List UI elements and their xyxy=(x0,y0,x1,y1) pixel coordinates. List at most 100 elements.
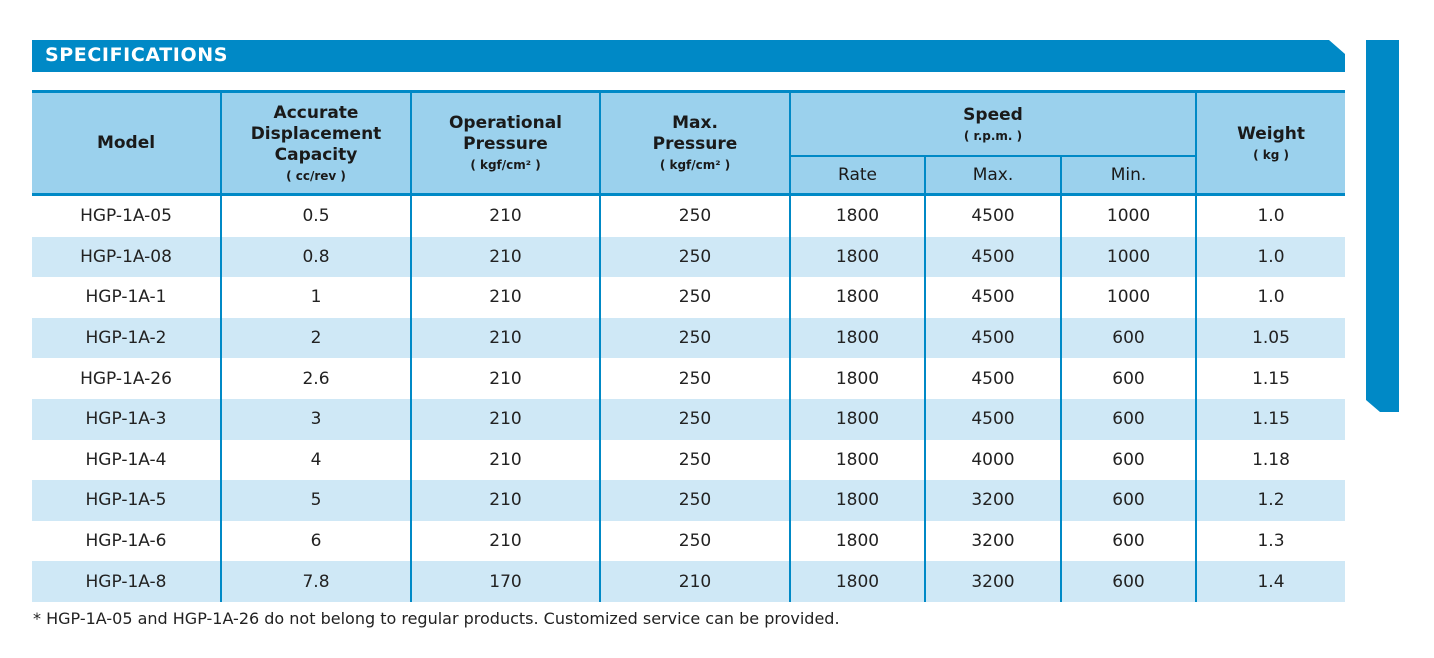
cell-speed-rate: 1800 xyxy=(789,561,925,602)
cell-capacity: 4 xyxy=(220,439,411,481)
header-max-pressure: Max. Pressure ( kgf/cm² ) xyxy=(599,90,791,195)
header-capacity: Accurate Displacement Capacity ( cc/rev … xyxy=(220,90,412,195)
header-weight: Weight ( kg ) xyxy=(1195,90,1346,195)
cell-model: HGP-1A-08 xyxy=(32,236,221,278)
cell-speed-min: 600 xyxy=(1059,520,1197,562)
table-row: HGP-1A-5 5 210 250 1800 3200 600 1.2 xyxy=(32,480,1346,521)
cell-max-pressure: 250 xyxy=(599,358,790,399)
header-speed: Speed ( r.p.m. ) xyxy=(788,90,1198,156)
section-banner: SPECIFICATIONS xyxy=(32,40,1345,72)
cell-capacity: 7.8 xyxy=(220,561,411,602)
cell-capacity: 6 xyxy=(220,520,411,562)
table-body: HGP-1A-05 0.5 210 250 1800 4500 1000 1.0 HGP-1A-… xyxy=(32,194,1346,602)
cell-max-pressure: 250 xyxy=(599,317,790,359)
cell-model: HGP-1A-2 xyxy=(32,317,221,359)
cell-operational-pressure: 170 xyxy=(410,561,600,602)
cell-speed-rate: 1800 xyxy=(789,439,925,481)
cell-speed-max: 4500 xyxy=(924,194,1061,237)
cell-capacity: 3 xyxy=(220,398,411,440)
cell-weight: 1.15 xyxy=(1195,398,1346,440)
header-operational-pressure: Operational Pressure ( kgf/cm² ) xyxy=(410,90,601,195)
cell-speed-rate: 1800 xyxy=(789,277,925,318)
cell-weight: 1.18 xyxy=(1195,439,1346,481)
cell-operational-pressure: 210 xyxy=(410,236,600,278)
cell-speed-rate: 1800 xyxy=(789,480,925,521)
cell-speed-min: 1000 xyxy=(1059,236,1197,278)
cell-operational-pressure: 210 xyxy=(410,398,600,440)
cell-model: HGP-1A-05 xyxy=(32,194,221,237)
header-speed-rate: Rate xyxy=(790,155,926,195)
cell-weight: 1.15 xyxy=(1195,358,1346,399)
cell-speed-rate: 1800 xyxy=(789,520,925,562)
cell-max-pressure: 250 xyxy=(599,439,790,481)
cell-speed-max: 4500 xyxy=(924,398,1061,440)
section-title: SPECIFICATIONS xyxy=(45,44,228,66)
cell-capacity: 2 xyxy=(220,317,411,359)
cell-model: HGP-1A-6 xyxy=(32,520,221,562)
table-row: HGP-1A-3 3 210 250 1800 4500 600 1.15 xyxy=(32,398,1346,440)
cell-weight: 1.0 xyxy=(1195,236,1346,278)
cell-speed-max: 3200 xyxy=(924,561,1061,602)
table-row: HGP-1A-2 2 210 250 1800 4500 600 1.05 xyxy=(32,317,1346,359)
cell-speed-min: 600 xyxy=(1059,358,1197,399)
cell-model: HGP-1A-8 xyxy=(32,561,221,602)
cell-capacity: 2.6 xyxy=(220,358,411,399)
cell-max-pressure: 250 xyxy=(599,398,790,440)
cell-model: HGP-1A-3 xyxy=(32,398,221,440)
cell-speed-min: 600 xyxy=(1059,398,1197,440)
cell-model: HGP-1A-5 xyxy=(32,480,221,521)
cell-speed-max: 3200 xyxy=(924,480,1061,521)
cell-max-pressure: 250 xyxy=(599,520,790,562)
cell-max-pressure: 250 xyxy=(599,194,790,237)
cell-model: HGP-1A-1 xyxy=(32,277,221,318)
table-header: Model Accurate Displacement Capacity ( c… xyxy=(32,90,1346,195)
cell-capacity: 0.5 xyxy=(220,194,411,237)
cell-speed-max: 3200 xyxy=(924,520,1061,562)
cell-speed-max: 4000 xyxy=(924,439,1061,481)
table-row: HGP-1A-4 4 210 250 1800 4000 600 1.18 xyxy=(32,439,1346,481)
table-row: HGP-1A-26 2.6 210 250 1800 4500 600 1.15 xyxy=(32,358,1346,399)
cell-operational-pressure: 210 xyxy=(410,317,600,359)
table-row: HGP-1A-8 7.8 170 210 1800 3200 600 1.4 xyxy=(32,561,1346,602)
cell-speed-max: 4500 xyxy=(924,236,1061,278)
table-row: HGP-1A-6 6 210 250 1800 3200 600 1.3 xyxy=(32,520,1346,562)
cell-speed-min: 600 xyxy=(1059,439,1197,481)
cell-weight: 1.0 xyxy=(1195,277,1346,318)
cell-speed-rate: 1800 xyxy=(789,358,925,399)
cell-capacity: 5 xyxy=(220,480,411,521)
cell-operational-pressure: 210 xyxy=(410,439,600,481)
cell-operational-pressure: 210 xyxy=(410,520,600,562)
cell-capacity: 0.8 xyxy=(220,236,411,278)
side-tab xyxy=(1366,40,1399,412)
cell-speed-min: 600 xyxy=(1059,480,1197,521)
cell-weight: 1.3 xyxy=(1195,520,1346,562)
table-row: HGP-1A-1 1 210 250 1800 4500 1000 1.0 xyxy=(32,277,1346,318)
specifications-table: Model Accurate Displacement Capacity ( c… xyxy=(32,90,1346,602)
cell-speed-rate: 1800 xyxy=(789,236,925,278)
cell-weight: 1.0 xyxy=(1195,194,1346,237)
cell-speed-rate: 1800 xyxy=(789,317,925,359)
cell-max-pressure: 250 xyxy=(599,480,790,521)
cell-operational-pressure: 210 xyxy=(410,277,600,318)
footnote: * HGP-1A-05 and HGP-1A-26 do not belong … xyxy=(33,609,840,628)
cell-speed-min: 1000 xyxy=(1059,194,1197,237)
cell-max-pressure: 210 xyxy=(599,561,790,602)
cell-weight: 1.05 xyxy=(1195,317,1346,359)
cell-speed-max: 4500 xyxy=(924,317,1061,359)
cell-speed-rate: 1800 xyxy=(789,398,925,440)
table-row: HGP-1A-05 0.5 210 250 1800 4500 1000 1.0 xyxy=(32,194,1346,237)
cell-speed-max: 4500 xyxy=(924,358,1061,399)
cell-model: HGP-1A-4 xyxy=(32,439,221,481)
cell-operational-pressure: 210 xyxy=(410,480,600,521)
header-speed-max: Max. xyxy=(924,155,1062,195)
cell-weight: 1.4 xyxy=(1195,561,1346,602)
cell-speed-min: 600 xyxy=(1059,317,1197,359)
cell-operational-pressure: 210 xyxy=(410,194,600,237)
header-model: Model xyxy=(32,90,222,195)
cell-speed-rate: 1800 xyxy=(789,194,925,237)
cell-speed-min: 600 xyxy=(1059,561,1197,602)
cell-model: HGP-1A-26 xyxy=(32,358,221,399)
header-speed-min: Min. xyxy=(1059,155,1198,195)
cell-max-pressure: 250 xyxy=(599,236,790,278)
table-row: HGP-1A-08 0.8 210 250 1800 4500 1000 1.0 xyxy=(32,236,1346,278)
